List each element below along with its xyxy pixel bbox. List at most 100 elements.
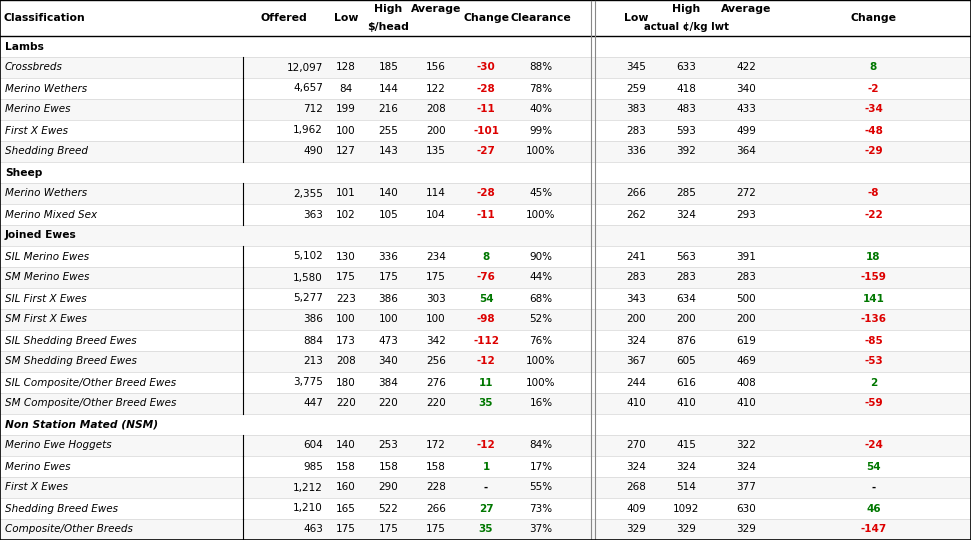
Text: 290: 290 [379, 483, 398, 492]
Text: 2,355: 2,355 [293, 188, 323, 199]
Text: 522: 522 [379, 503, 398, 514]
Text: 283: 283 [626, 125, 646, 136]
Text: 272: 272 [736, 188, 756, 199]
Bar [0, 99, 971, 120]
Text: 100%: 100% [526, 146, 555, 157]
Text: 490: 490 [303, 146, 323, 157]
Text: SIL Composite/Other Breed Ewes: SIL Composite/Other Breed Ewes [5, 377, 176, 388]
Text: -: - [484, 483, 488, 492]
Bar [0, 267, 971, 288]
Text: 68%: 68% [529, 294, 552, 303]
Text: 100%: 100% [526, 356, 555, 367]
Text: 256: 256 [426, 356, 446, 367]
Text: 1,580: 1,580 [293, 273, 323, 282]
Text: Average: Average [411, 4, 461, 14]
Text: 324: 324 [736, 462, 756, 471]
Text: Shedding Breed: Shedding Breed [5, 146, 88, 157]
Text: 208: 208 [336, 356, 356, 367]
Text: 175: 175 [379, 273, 398, 282]
Bar [0, 330, 971, 351]
Text: auctionsplus: auctionsplus [471, 238, 689, 322]
Text: Change: Change [463, 13, 509, 23]
Text: 1,210: 1,210 [293, 503, 323, 514]
Text: SM Shedding Breed Ewes: SM Shedding Breed Ewes [5, 356, 137, 367]
Bar [0, 225, 971, 246]
Text: 324: 324 [676, 462, 696, 471]
Text: 329: 329 [676, 524, 696, 535]
Text: 100: 100 [336, 314, 355, 325]
Bar [0, 204, 971, 225]
Text: 322: 322 [736, 441, 756, 450]
Text: Merino Ewes: Merino Ewes [5, 462, 71, 471]
Text: SM Merino Ewes: SM Merino Ewes [5, 273, 89, 282]
Text: 104: 104 [426, 210, 446, 219]
Bar [0, 120, 971, 141]
Text: 99%: 99% [529, 125, 552, 136]
Text: 392: 392 [676, 146, 696, 157]
Text: 8: 8 [870, 63, 877, 72]
Text: 17%: 17% [529, 462, 552, 471]
Bar [0, 162, 971, 183]
Text: 270: 270 [626, 441, 646, 450]
Text: 35: 35 [479, 399, 493, 408]
Text: Average: Average [720, 4, 771, 14]
Text: $/head: $/head [368, 22, 410, 32]
Text: 160: 160 [336, 483, 356, 492]
Text: 54: 54 [866, 462, 881, 471]
Text: -27: -27 [477, 146, 495, 157]
Text: 1: 1 [483, 462, 489, 471]
Text: 16%: 16% [529, 399, 552, 408]
Text: Change: Change [851, 13, 896, 23]
Text: High: High [375, 4, 403, 14]
Text: actual ¢/kg lwt: actual ¢/kg lwt [644, 22, 728, 32]
Text: 268: 268 [626, 483, 646, 492]
Text: Offered: Offered [260, 13, 308, 23]
Text: 228: 228 [426, 483, 446, 492]
Text: -28: -28 [477, 84, 495, 93]
Text: 303: 303 [426, 294, 446, 303]
Text: 336: 336 [626, 146, 646, 157]
Text: 377: 377 [736, 483, 756, 492]
Text: -85: -85 [864, 335, 883, 346]
Text: 345: 345 [626, 63, 646, 72]
Text: 35: 35 [479, 524, 493, 535]
Text: 616: 616 [676, 377, 696, 388]
Text: -34: -34 [864, 105, 883, 114]
Text: 73%: 73% [529, 503, 552, 514]
Text: 418: 418 [676, 84, 696, 93]
Text: 175: 175 [336, 273, 356, 282]
Text: 200: 200 [676, 314, 696, 325]
Text: 433: 433 [736, 105, 756, 114]
Text: 473: 473 [379, 335, 398, 346]
Text: auctionsplus: auctionsplus [341, 378, 559, 462]
Text: 244: 244 [626, 377, 646, 388]
Text: 343: 343 [626, 294, 646, 303]
Text: -29: -29 [864, 146, 883, 157]
Text: 593: 593 [676, 125, 696, 136]
Text: 158: 158 [426, 462, 446, 471]
Text: 52%: 52% [529, 314, 552, 325]
Text: 604: 604 [303, 441, 323, 450]
Bar [0, 414, 971, 435]
Text: -11: -11 [477, 210, 495, 219]
Text: -24: -24 [864, 441, 883, 450]
Text: 18: 18 [866, 252, 881, 261]
Text: 241: 241 [626, 252, 646, 261]
Text: 410: 410 [676, 399, 696, 408]
Text: 127: 127 [336, 146, 356, 157]
Text: 46: 46 [866, 503, 881, 514]
Text: Non Station Mated (NSM): Non Station Mated (NSM) [5, 420, 158, 429]
Text: auctionsplus: auctionsplus [141, 118, 359, 202]
Text: Composite/Other Breeds: Composite/Other Breeds [5, 524, 133, 535]
Text: First X Ewes: First X Ewes [5, 483, 68, 492]
Text: 633: 633 [676, 63, 696, 72]
Text: -8: -8 [868, 188, 880, 199]
Text: 1092: 1092 [673, 503, 699, 514]
Text: 213: 213 [303, 356, 323, 367]
Text: 283: 283 [676, 273, 696, 282]
Text: 88%: 88% [529, 63, 552, 72]
Text: Sheep: Sheep [5, 167, 43, 178]
Text: 105: 105 [379, 210, 398, 219]
Text: 200: 200 [736, 314, 755, 325]
Text: Shedding Breed Ewes: Shedding Breed Ewes [5, 503, 118, 514]
